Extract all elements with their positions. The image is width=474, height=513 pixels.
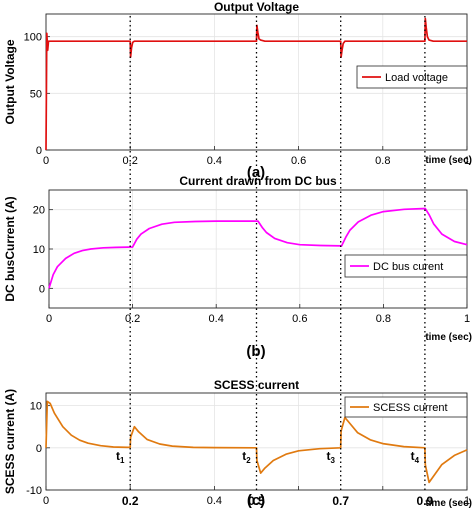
y-tick-label: 0	[36, 443, 42, 455]
chart-title: Current drawn from DC bus	[179, 174, 337, 188]
series-line	[45, 17, 467, 151]
x-tick-label: 1	[464, 495, 470, 507]
y-tick-label: 50	[30, 88, 42, 100]
x-axis-label: time (sec)	[425, 332, 472, 343]
panel-label: (b)	[246, 343, 265, 360]
legend-label: DC bus curent	[373, 261, 443, 273]
y-tick-label: 0	[36, 145, 42, 157]
event-axis-label: 0.2	[122, 494, 139, 508]
x-tick-label: 0	[43, 155, 49, 167]
x-tick-label: 0.8	[375, 155, 390, 167]
event-label: t1	[116, 449, 125, 465]
legend: Load voltage	[356, 65, 468, 89]
y-axis-label: DC busCurrent (A)	[3, 196, 17, 301]
y-tick-label: 10	[33, 244, 45, 256]
panel-label: (c)	[247, 492, 265, 509]
legend-label: SCESS current	[373, 402, 448, 414]
chart-title: Output Voltage	[214, 0, 299, 14]
legend-box	[344, 254, 468, 278]
x-tick-label: 0.8	[376, 313, 391, 325]
x-tick-label: 1	[464, 313, 470, 325]
y-tick-label: -10	[26, 485, 42, 497]
event-axis-label: 0.9	[417, 494, 434, 508]
legend-label: Load voltage	[385, 72, 448, 84]
series-line	[45, 400, 468, 484]
x-axis-label: time (sec)	[425, 498, 472, 509]
y-tick-label: 100	[24, 32, 42, 44]
legend: SCESS current	[344, 396, 468, 418]
event-label: t2	[242, 449, 251, 465]
x-axis-label: time (sec)	[425, 155, 472, 166]
y-tick-label: 0	[39, 283, 45, 295]
legend-box	[356, 65, 468, 89]
y-tick-label: 10	[30, 401, 42, 413]
x-tick-label: 0.4	[207, 495, 222, 507]
panel-label: (a)	[247, 164, 265, 181]
series-line	[48, 207, 468, 289]
y-tick-label: 20	[33, 205, 45, 217]
y-axis-label: SCESS current (A)	[3, 389, 17, 494]
x-tick-label: 0	[43, 495, 49, 507]
x-tick-label: 0.6	[292, 313, 307, 325]
event-markers: t1 0.2 t2 0.5 t3 0.7 t4 0.9	[116, 16, 434, 508]
event-label: t3	[326, 449, 335, 465]
x-tick-label: 0.4	[209, 313, 224, 325]
x-tick-label: 0.6	[291, 155, 306, 167]
y-axis-label: Output Voltage	[3, 39, 17, 124]
x-tick-label: 1	[464, 155, 470, 167]
x-tick-label: 0	[46, 313, 52, 325]
legend: DC bus curent	[344, 254, 468, 278]
x-tick-label: 0.2	[125, 313, 140, 325]
event-axis-label: 0.5	[248, 494, 265, 508]
event-label: t4	[411, 449, 420, 465]
x-tick-label: 0.4	[207, 155, 222, 167]
legend-box	[344, 396, 468, 418]
event-axis-label: 0.7	[332, 494, 349, 508]
